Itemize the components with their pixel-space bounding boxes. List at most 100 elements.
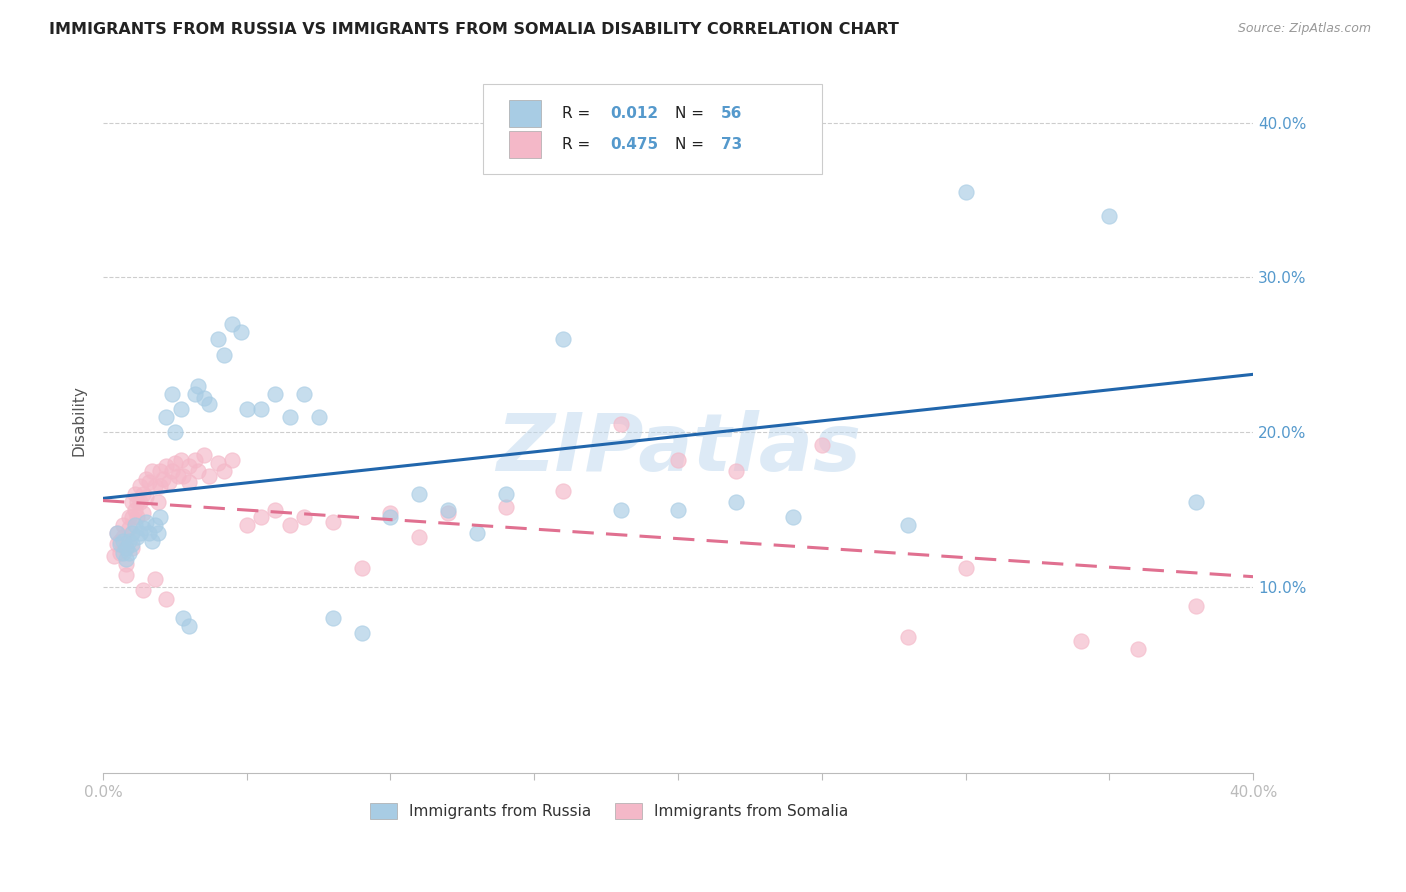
Point [207, 332, 229, 346]
Point [1070, 634, 1092, 648]
Point [141, 533, 163, 548]
Text: 73: 73 [721, 137, 742, 152]
Point [132, 521, 155, 535]
Point [132, 583, 155, 598]
Point [129, 525, 152, 540]
Point [380, 506, 402, 520]
Point [105, 525, 128, 540]
Point [138, 475, 160, 489]
Point [121, 525, 143, 540]
Point [127, 531, 149, 545]
Point [169, 453, 191, 467]
Bar [509, 131, 541, 158]
Point [108, 546, 131, 560]
Point [118, 521, 141, 535]
Point [124, 502, 146, 516]
Point [1128, 641, 1150, 656]
Point [118, 546, 141, 560]
Point [112, 546, 135, 560]
Point [408, 531, 430, 545]
Point [135, 490, 157, 504]
Point [278, 409, 301, 424]
Point [292, 386, 315, 401]
Point [149, 479, 172, 493]
Point [172, 468, 194, 483]
Text: N =: N = [675, 137, 709, 152]
Point [198, 468, 221, 483]
Legend: Immigrants from Russia, Immigrants from Somalia: Immigrants from Russia, Immigrants from … [364, 797, 855, 825]
Point [264, 386, 287, 401]
Point [115, 541, 138, 556]
Point [292, 510, 315, 524]
Point [108, 536, 131, 550]
Point [108, 533, 131, 548]
Point [135, 472, 157, 486]
Point [163, 425, 186, 440]
Point [132, 506, 155, 520]
Point [235, 518, 257, 533]
Point [160, 386, 183, 401]
Point [495, 500, 517, 514]
Point [105, 536, 128, 550]
Point [408, 487, 430, 501]
Point [129, 479, 152, 493]
Point [782, 510, 804, 524]
Point [207, 456, 229, 470]
Point [172, 611, 194, 625]
Point [129, 495, 152, 509]
Point [149, 510, 172, 524]
Point [187, 379, 209, 393]
Point [121, 525, 143, 540]
Point [955, 561, 977, 575]
Point [127, 495, 149, 509]
Point [143, 518, 166, 533]
Point [179, 459, 201, 474]
Point [121, 541, 143, 556]
Point [184, 386, 207, 401]
Point [897, 518, 920, 533]
Point [115, 557, 138, 571]
Point [278, 518, 301, 533]
Point [146, 525, 169, 540]
Point [118, 533, 141, 548]
Point [250, 402, 273, 417]
Point [169, 402, 191, 417]
Point [221, 453, 243, 467]
Text: R =: R = [562, 137, 595, 152]
Point [124, 518, 146, 533]
Point [112, 533, 135, 548]
Point [380, 510, 402, 524]
Point [152, 472, 174, 486]
Text: R =: R = [562, 106, 595, 121]
Point [495, 487, 517, 501]
Text: 0.012: 0.012 [610, 106, 658, 121]
Point [1184, 495, 1206, 509]
Point [146, 495, 169, 509]
Point [250, 510, 273, 524]
Bar [509, 100, 541, 127]
Text: Source: ZipAtlas.com: Source: ZipAtlas.com [1237, 22, 1371, 36]
Point [166, 468, 188, 483]
Point [437, 502, 460, 516]
Point [724, 464, 747, 478]
Point [143, 572, 166, 586]
Point [127, 510, 149, 524]
Point [187, 464, 209, 478]
Point [212, 464, 235, 478]
Point [551, 484, 574, 499]
Point [551, 332, 574, 346]
Point [160, 464, 183, 478]
Point [179, 475, 201, 489]
Point [115, 567, 138, 582]
Point [437, 506, 460, 520]
Point [103, 549, 125, 563]
Point [666, 453, 689, 467]
Point [112, 518, 135, 533]
Point [724, 495, 747, 509]
Point [350, 561, 373, 575]
Point [121, 536, 143, 550]
Y-axis label: Disability: Disability [72, 385, 86, 456]
FancyBboxPatch shape [482, 84, 823, 174]
Text: 0.475: 0.475 [610, 137, 658, 152]
Text: 56: 56 [721, 106, 742, 121]
